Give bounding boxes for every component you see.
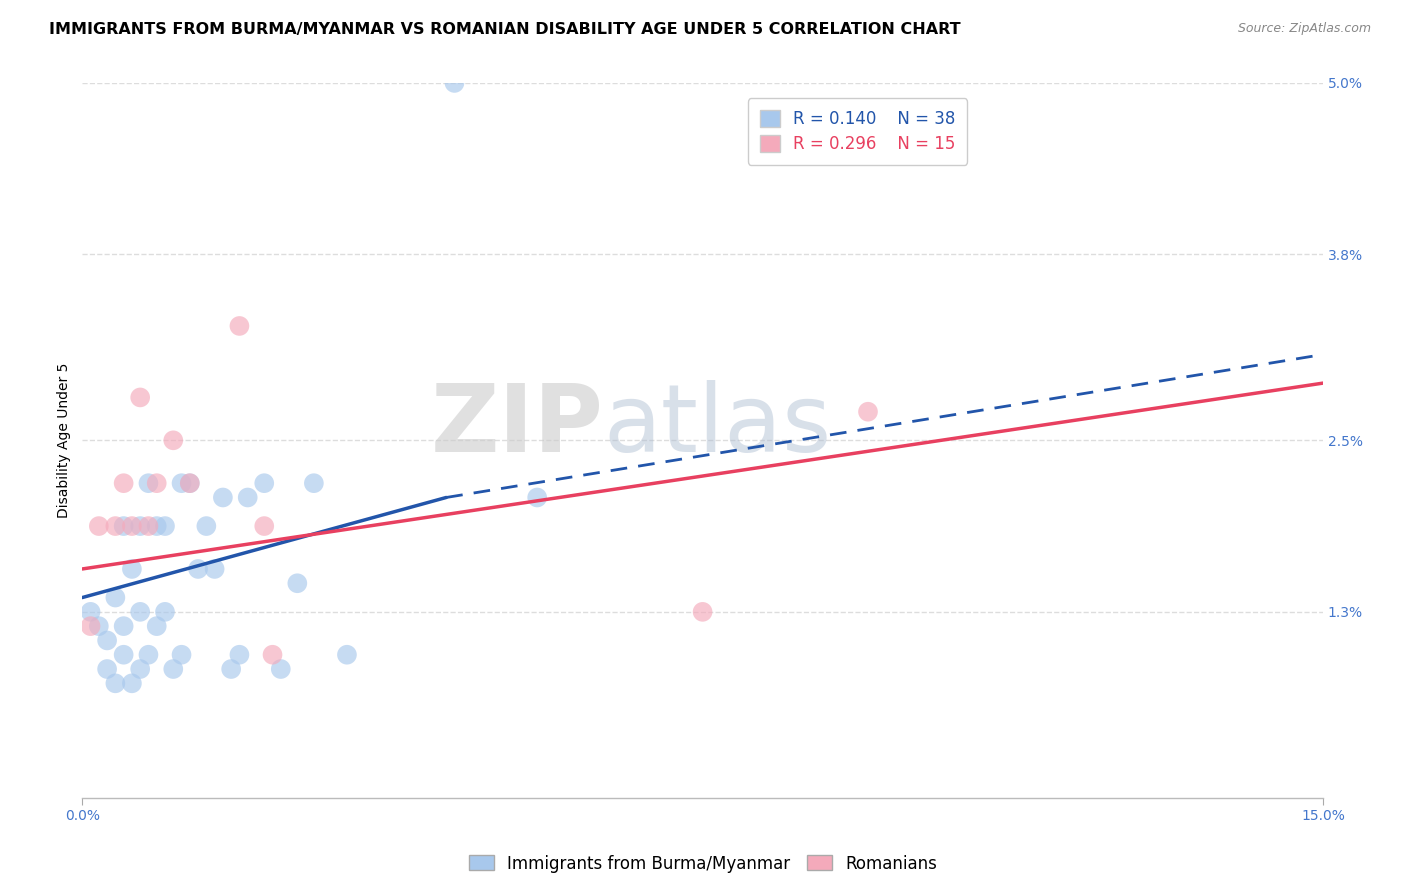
Point [145, 619, 167, 633]
Point [162, 662, 184, 676]
Point [179, 476, 201, 491]
Point [129, 391, 152, 405]
Point [228, 648, 250, 662]
Point [236, 491, 259, 505]
Point [79, 619, 101, 633]
Point [79, 605, 101, 619]
Point [138, 476, 160, 491]
Point [121, 519, 143, 533]
Point [87, 519, 110, 533]
Point [262, 648, 284, 662]
Point [253, 476, 276, 491]
Point [170, 648, 193, 662]
Point [87, 619, 110, 633]
Text: atlas: atlas [603, 380, 831, 472]
Point [228, 318, 250, 333]
Point [253, 519, 276, 533]
Point [121, 562, 143, 576]
Y-axis label: Disability Age Under 5: Disability Age Under 5 [58, 363, 72, 518]
Point [153, 605, 176, 619]
Point [336, 648, 359, 662]
Point [526, 491, 548, 505]
Text: IMMIGRANTS FROM BURMA/MYANMAR VS ROMANIAN DISABILITY AGE UNDER 5 CORRELATION CHA: IMMIGRANTS FROM BURMA/MYANMAR VS ROMANIA… [49, 22, 960, 37]
Point [179, 476, 201, 491]
Text: ZIP: ZIP [430, 380, 603, 472]
Point [129, 662, 152, 676]
Point [195, 519, 218, 533]
Point [692, 605, 714, 619]
Point [145, 519, 167, 533]
Point [138, 648, 160, 662]
Point [96, 662, 118, 676]
Text: Source: ZipAtlas.com: Source: ZipAtlas.com [1237, 22, 1371, 36]
Point [104, 519, 127, 533]
Point [121, 676, 143, 690]
Point [112, 648, 135, 662]
Point [302, 476, 325, 491]
Point [856, 405, 879, 419]
Point [145, 476, 167, 491]
Point [112, 619, 135, 633]
Point [104, 676, 127, 690]
Point [219, 662, 242, 676]
Point [129, 519, 152, 533]
Legend: R = 0.140    N = 38, R = 0.296    N = 15: R = 0.140 N = 38, R = 0.296 N = 15 [748, 98, 967, 165]
Point [138, 519, 160, 533]
Point [285, 576, 308, 591]
Point [96, 633, 118, 648]
Point [112, 476, 135, 491]
Point [443, 76, 465, 90]
Point [129, 605, 152, 619]
Legend: Immigrants from Burma/Myanmar, Romanians: Immigrants from Burma/Myanmar, Romanians [463, 848, 943, 880]
Point [153, 519, 176, 533]
Point [104, 591, 127, 605]
Point [162, 434, 184, 448]
Point [170, 476, 193, 491]
Point [270, 662, 292, 676]
Point [187, 562, 209, 576]
Point [212, 491, 235, 505]
Point [112, 519, 135, 533]
Point [204, 562, 226, 576]
